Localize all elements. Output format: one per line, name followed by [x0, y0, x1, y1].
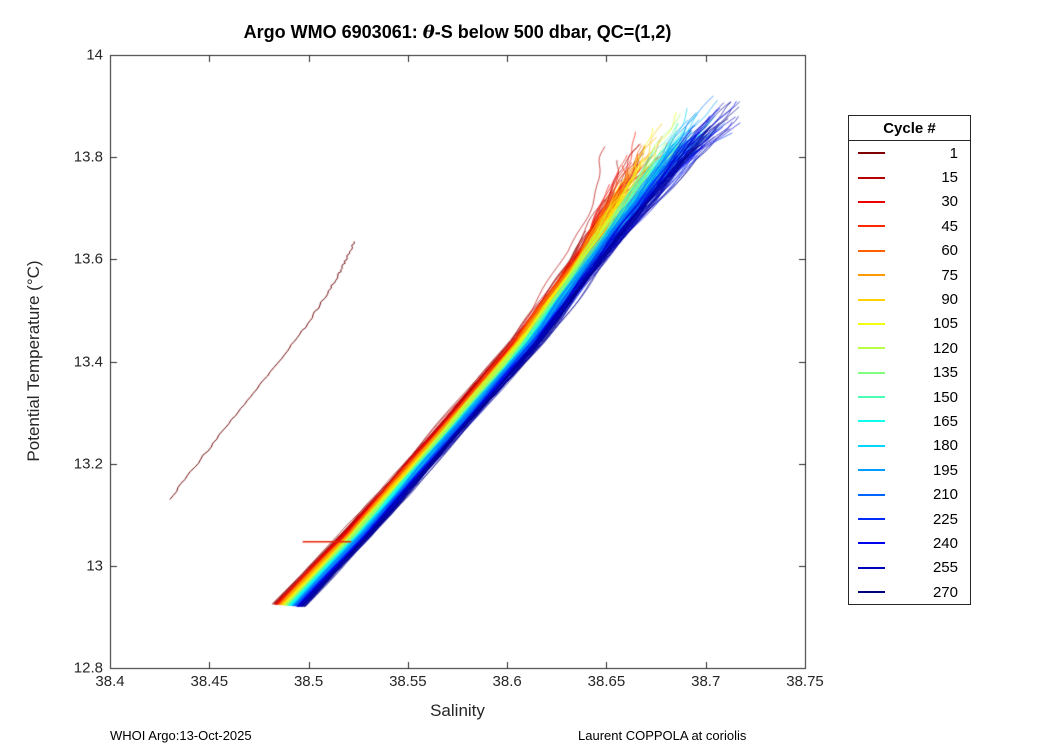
legend-line-sample [858, 493, 885, 496]
legend-entry: 45 [849, 214, 970, 238]
x-tick-label: 38.6 [492, 673, 522, 690]
y-tick-label: 12.8 [73, 659, 103, 677]
legend-entry-label: 255 [932, 559, 958, 577]
legend-entry: 120 [849, 336, 970, 360]
legend-entry-label: 195 [932, 461, 958, 479]
footer-credit-right: Laurent COPPOLA at coriolis [578, 728, 747, 743]
legend-line-sample [858, 542, 885, 545]
legend-entry: 225 [849, 507, 970, 531]
legend-line-sample [858, 176, 885, 179]
legend-entry-label: 225 [932, 510, 958, 528]
legend-entries: 1 15 30 45 60 75 90 105 120 135 150 165 180 195 210 225… [849, 141, 970, 604]
y-tick-label: 13.2 [73, 455, 103, 473]
legend-entry-label: 135 [932, 364, 958, 382]
legend-entry-label: 45 [941, 217, 958, 235]
x-tick-label: 38.4 [95, 673, 125, 690]
legend-entry: 1 [849, 141, 970, 165]
legend-entry: 90 [849, 287, 970, 311]
legend-line-sample [858, 322, 885, 325]
legend-entry: 240 [849, 531, 970, 555]
legend-entry: 180 [849, 434, 970, 458]
legend-entry: 150 [849, 385, 970, 409]
x-tick-label: 38.65 [587, 673, 626, 690]
legend-entry: 60 [849, 239, 970, 263]
legend-line-sample [858, 225, 885, 228]
legend-entry-label: 210 [932, 486, 958, 504]
x-tick-label: 38.45 [190, 673, 229, 690]
y-tick-label: 13.4 [73, 353, 103, 370]
legend-entry-label: 240 [932, 534, 958, 552]
legend-entry: 75 [849, 263, 970, 287]
legend-entry-label: 90 [941, 291, 958, 309]
legend-entry-label: 75 [941, 266, 958, 284]
y-tick-label: 13 [86, 557, 103, 575]
legend: Cycle # 1 15 30 45 60 75 90 105 120 135 150 165 180 1… [848, 115, 971, 606]
y-tick-label: 13.6 [73, 250, 103, 268]
legend-entry: 165 [849, 409, 970, 433]
legend-line-sample [858, 518, 885, 521]
legend-line-sample [858, 566, 885, 569]
legend-line-sample [858, 420, 885, 423]
x-tick-label: 38.5 [293, 673, 324, 690]
legend-entry-label: 180 [932, 437, 958, 455]
legend-entry-label: 60 [941, 242, 958, 260]
footer-credit-left: WHOI Argo:13-Oct-2025 [110, 728, 252, 743]
y-tick-label: 14 [86, 46, 103, 64]
legend-entry-label: 105 [932, 315, 958, 333]
y-axis-label: Potential Temperature (°C) [24, 260, 43, 462]
legend-entry-label: 15 [941, 169, 958, 187]
legend-entry-label: 120 [932, 339, 958, 357]
x-axis-label: Salinity [430, 701, 485, 720]
legend-line-sample [858, 274, 885, 277]
legend-line-sample [858, 152, 885, 155]
legend-line-sample [858, 298, 885, 301]
legend-entry: 135 [849, 361, 970, 385]
y-tick-label: 13.8 [73, 148, 103, 166]
legend-entry-label: 150 [932, 388, 958, 406]
legend-entry: 195 [849, 458, 970, 482]
legend-entry-label: 270 [932, 583, 958, 601]
legend-line-sample [858, 591, 885, 594]
legend-line-sample [858, 444, 885, 447]
x-tick-label: 38.75 [786, 673, 824, 690]
legend-entry: 105 [849, 312, 970, 336]
legend-line-sample [858, 396, 885, 399]
legend-entry-label: 30 [941, 193, 958, 211]
legend-line-sample [858, 469, 885, 472]
x-tick-label: 38.7 [691, 673, 721, 690]
legend-title: Cycle # [849, 116, 970, 141]
legend-line-sample [858, 200, 885, 203]
legend-entry: 210 [849, 482, 970, 506]
legend-line-sample [858, 249, 885, 252]
legend-entry: 15 [849, 165, 970, 189]
legend-entry: 270 [849, 580, 970, 604]
legend-line-sample [858, 371, 885, 374]
legend-entry-label: 165 [932, 412, 958, 430]
legend-entry: 30 [849, 190, 970, 214]
legend-entry-label: 1 [949, 144, 958, 162]
x-tick-label: 38.55 [389, 673, 427, 690]
legend-line-sample [858, 347, 885, 350]
legend-entry: 255 [849, 556, 970, 580]
